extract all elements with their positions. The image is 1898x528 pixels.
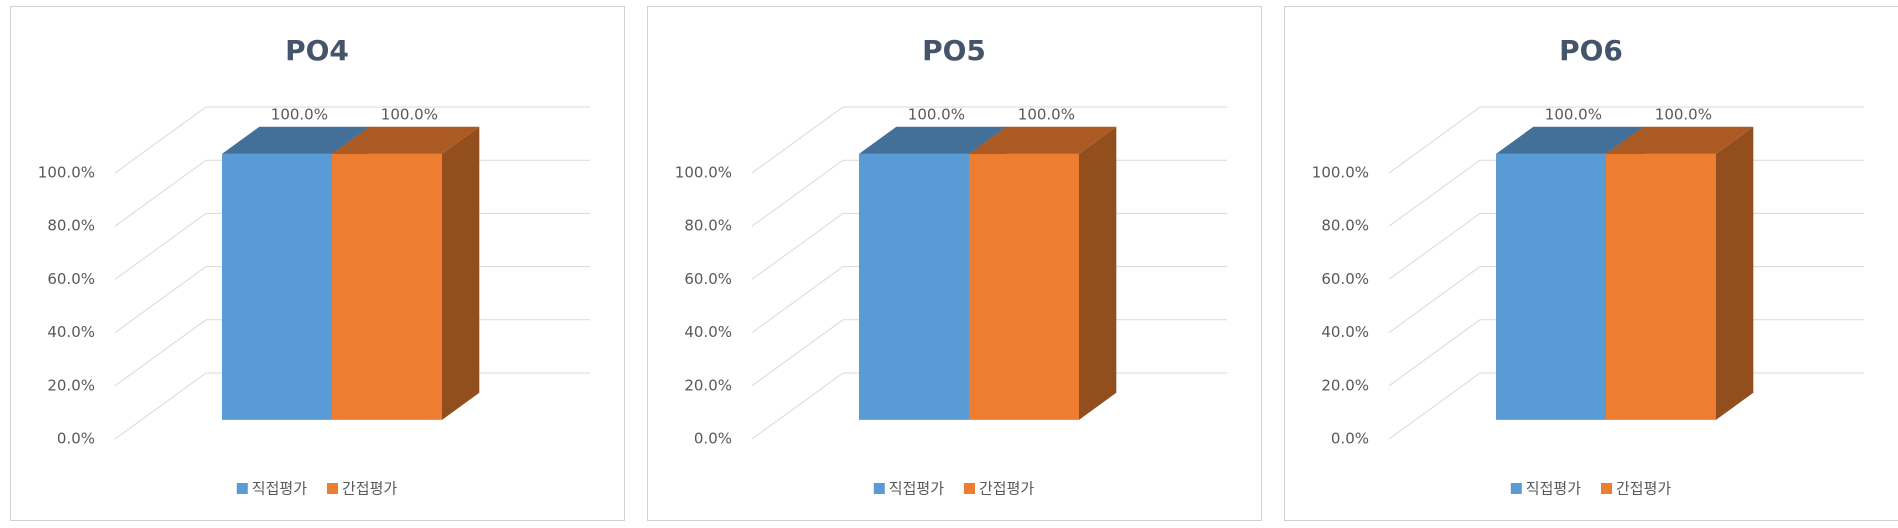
grid-line <box>1388 106 1864 174</box>
legend-label: 간접평가 <box>1616 480 1671 498</box>
y-tick-label: 20.0% <box>684 376 732 394</box>
bar-top <box>332 126 480 154</box>
bar-top <box>859 126 1007 154</box>
grid-line <box>751 106 1227 174</box>
y-tick-label: 60.0% <box>1321 270 1369 288</box>
value-label: 100.0% <box>908 105 965 123</box>
y-tick-label: 20.0% <box>47 376 95 394</box>
bar-top <box>1496 126 1644 154</box>
y-tick-label: 40.0% <box>684 323 732 341</box>
bar-top <box>222 126 370 154</box>
bar-front <box>332 153 442 420</box>
legend-swatch <box>327 483 338 494</box>
y-tick-label: 0.0% <box>694 430 732 448</box>
y-tick-label: 80.0% <box>1321 217 1369 235</box>
chart-title: PO6 <box>1559 34 1623 67</box>
bar-front <box>1496 153 1606 420</box>
chart-panel: PO5 0.0% 20.0% 40.0% 60.0% 80.0% 100.0% 100.0% 1… <box>647 6 1262 521</box>
grid-line <box>114 106 590 174</box>
legend-label: 직접평가 <box>252 480 307 498</box>
legend-label: 직접평가 <box>1526 480 1581 498</box>
bar-front <box>859 153 969 420</box>
y-tick-label: 60.0% <box>47 270 95 288</box>
legend: 직접평가 간접평가 <box>873 480 1034 498</box>
legend-label: 간접평가 <box>979 480 1034 498</box>
legend-swatch <box>1601 483 1612 494</box>
chart-panel: PO6 0.0% 20.0% 40.0% 60.0% 80.0% 100.0% 100.0% 1… <box>1284 6 1898 521</box>
bar <box>969 126 1117 420</box>
bar-top <box>1606 126 1754 154</box>
bar-side <box>1079 126 1117 420</box>
y-tick-label: 80.0% <box>684 217 732 235</box>
legend-swatch <box>964 483 975 494</box>
legend-swatch <box>873 483 885 494</box>
legend-swatch <box>1510 483 1522 494</box>
bar-side <box>442 126 480 420</box>
legend: 직접평가 간접평가 <box>236 480 397 498</box>
legend-swatch <box>236 483 248 494</box>
value-label: 100.0% <box>381 105 438 123</box>
y-tick-label: 40.0% <box>1321 323 1369 341</box>
bar-top <box>969 126 1117 154</box>
y-tick-label: 100.0% <box>38 164 95 182</box>
chart-title: PO5 <box>922 34 986 67</box>
chart-panel: PO4 0.0% 20.0% 40.0% 60.0% 80.0% 100.0% 100.0% 1… <box>10 6 625 521</box>
y-tick-label: 0.0% <box>1331 430 1369 448</box>
bar <box>1606 126 1754 420</box>
y-tick-label: 20.0% <box>1321 376 1369 394</box>
bar-front <box>222 153 332 420</box>
y-tick-label: 100.0% <box>1312 164 1369 182</box>
legend-label: 직접평가 <box>889 480 944 498</box>
y-tick-label: 40.0% <box>47 323 95 341</box>
value-label: 100.0% <box>1545 105 1602 123</box>
bar-front <box>969 153 1079 420</box>
y-tick-label: 100.0% <box>675 164 732 182</box>
y-tick-label: 80.0% <box>47 217 95 235</box>
bar <box>332 126 480 420</box>
bar-side <box>1716 126 1754 420</box>
value-label: 100.0% <box>271 105 328 123</box>
value-label: 100.0% <box>1655 105 1712 123</box>
chart-title: PO4 <box>285 34 349 67</box>
bar-front <box>1606 153 1716 420</box>
value-label: 100.0% <box>1018 105 1075 123</box>
legend: 직접평가 간접평가 <box>1510 480 1671 498</box>
y-tick-label: 0.0% <box>57 430 95 448</box>
y-tick-label: 60.0% <box>684 270 732 288</box>
legend-label: 간접평가 <box>342 480 397 498</box>
